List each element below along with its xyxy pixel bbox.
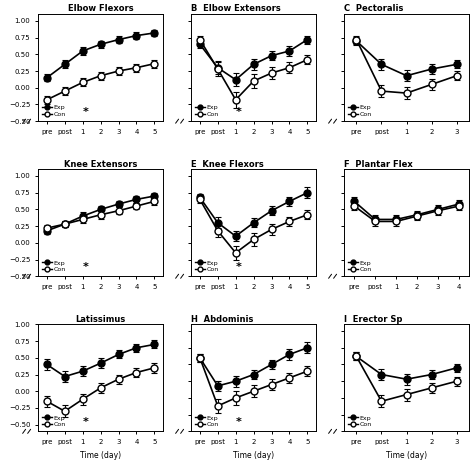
Text: F  Plantar Flex: F Plantar Flex: [344, 160, 413, 169]
Text: E  Knee Flexors: E Knee Flexors: [191, 160, 264, 169]
Text: H  Abdominis: H Abdominis: [191, 315, 253, 324]
Title: Elbow Flexors: Elbow Flexors: [68, 4, 133, 13]
Legend: Exp, Con: Exp, Con: [194, 104, 220, 118]
Legend: Exp, Con: Exp, Con: [347, 104, 373, 118]
Legend: Exp, Con: Exp, Con: [347, 414, 373, 428]
X-axis label: Time (day): Time (day): [233, 450, 274, 459]
Text: *: *: [83, 107, 89, 117]
Legend: Exp, Con: Exp, Con: [41, 259, 67, 273]
Title: Latissimus: Latissimus: [75, 315, 126, 324]
X-axis label: Time (day): Time (day): [386, 450, 427, 459]
Legend: Exp, Con: Exp, Con: [194, 414, 220, 428]
Text: *: *: [236, 107, 242, 117]
Legend: Exp, Con: Exp, Con: [41, 414, 67, 428]
Legend: Exp, Con: Exp, Con: [41, 104, 67, 118]
Text: I  Erector Sp: I Erector Sp: [344, 315, 402, 324]
Text: *: *: [236, 262, 242, 272]
Text: *: *: [236, 417, 242, 427]
Text: C  Pectoralis: C Pectoralis: [344, 4, 403, 13]
Title: Knee Extensors: Knee Extensors: [64, 160, 137, 169]
Legend: Exp, Con: Exp, Con: [347, 259, 373, 273]
Text: *: *: [83, 262, 89, 272]
Legend: Exp, Con: Exp, Con: [194, 259, 220, 273]
Text: B  Elbow Extensors: B Elbow Extensors: [191, 4, 281, 13]
Text: *: *: [83, 417, 89, 427]
X-axis label: Time (day): Time (day): [80, 450, 121, 459]
